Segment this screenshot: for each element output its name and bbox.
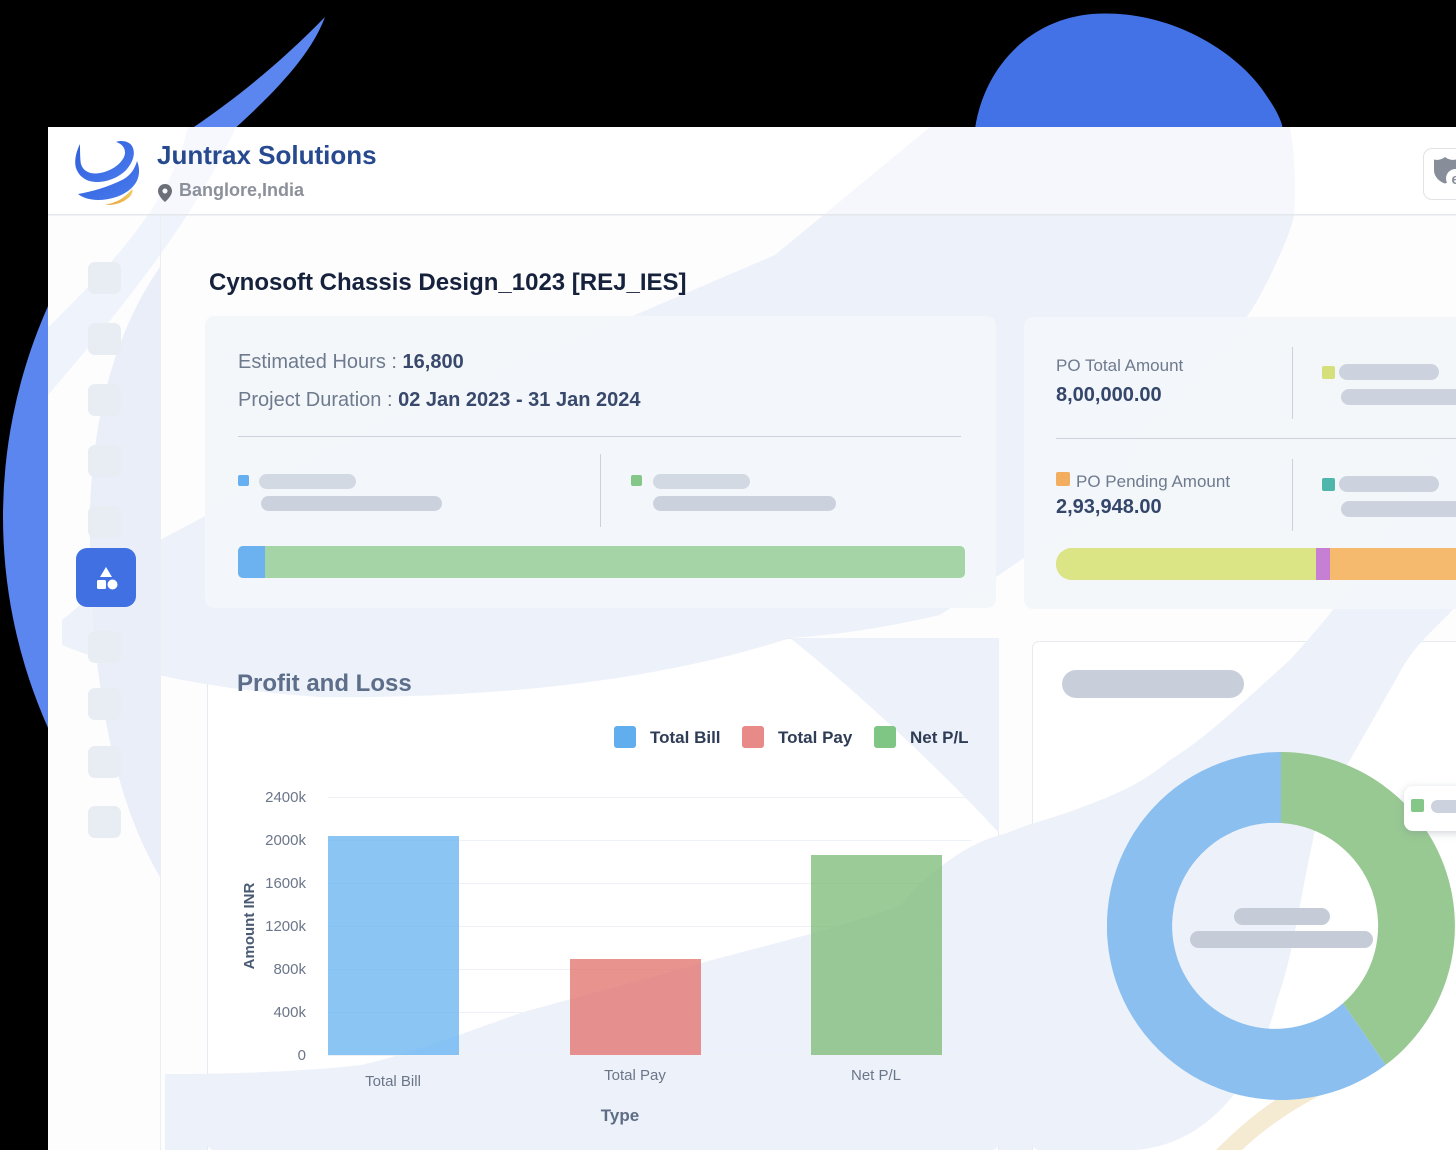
svg-text:e: e — [1451, 171, 1456, 188]
